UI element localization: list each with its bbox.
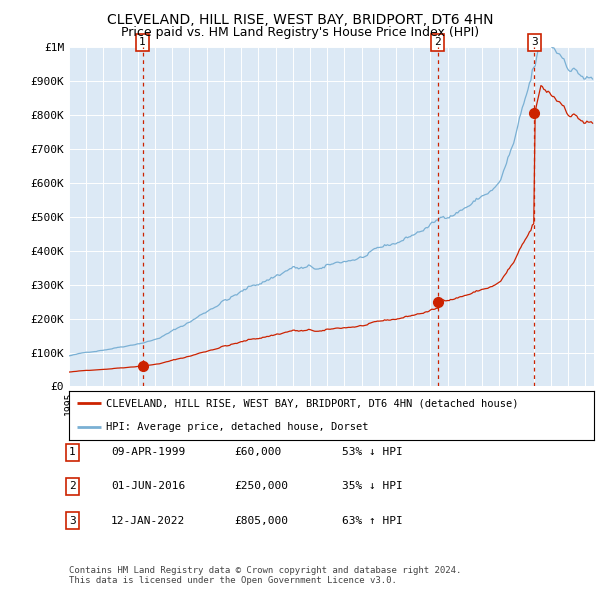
Text: 2: 2 [69, 481, 76, 491]
Text: 1: 1 [139, 37, 146, 47]
Text: CLEVELAND, HILL RISE, WEST BAY, BRIDPORT, DT6 4HN: CLEVELAND, HILL RISE, WEST BAY, BRIDPORT… [107, 13, 493, 27]
Text: 3: 3 [531, 37, 538, 47]
Text: 1: 1 [69, 447, 76, 457]
Text: £250,000: £250,000 [234, 481, 288, 491]
Text: 12-JAN-2022: 12-JAN-2022 [111, 516, 185, 526]
Text: 3: 3 [69, 516, 76, 526]
Text: HPI: Average price, detached house, Dorset: HPI: Average price, detached house, Dors… [106, 422, 368, 432]
Text: 35% ↓ HPI: 35% ↓ HPI [342, 481, 403, 491]
Text: 09-APR-1999: 09-APR-1999 [111, 447, 185, 457]
Text: Price paid vs. HM Land Registry's House Price Index (HPI): Price paid vs. HM Land Registry's House … [121, 26, 479, 39]
Text: CLEVELAND, HILL RISE, WEST BAY, BRIDPORT, DT6 4HN (detached house): CLEVELAND, HILL RISE, WEST BAY, BRIDPORT… [106, 398, 518, 408]
Text: 63% ↑ HPI: 63% ↑ HPI [342, 516, 403, 526]
Text: 01-JUN-2016: 01-JUN-2016 [111, 481, 185, 491]
Text: Contains HM Land Registry data © Crown copyright and database right 2024.
This d: Contains HM Land Registry data © Crown c… [69, 566, 461, 585]
Text: £60,000: £60,000 [234, 447, 281, 457]
Text: 53% ↓ HPI: 53% ↓ HPI [342, 447, 403, 457]
Text: 2: 2 [434, 37, 441, 47]
Text: £805,000: £805,000 [234, 516, 288, 526]
